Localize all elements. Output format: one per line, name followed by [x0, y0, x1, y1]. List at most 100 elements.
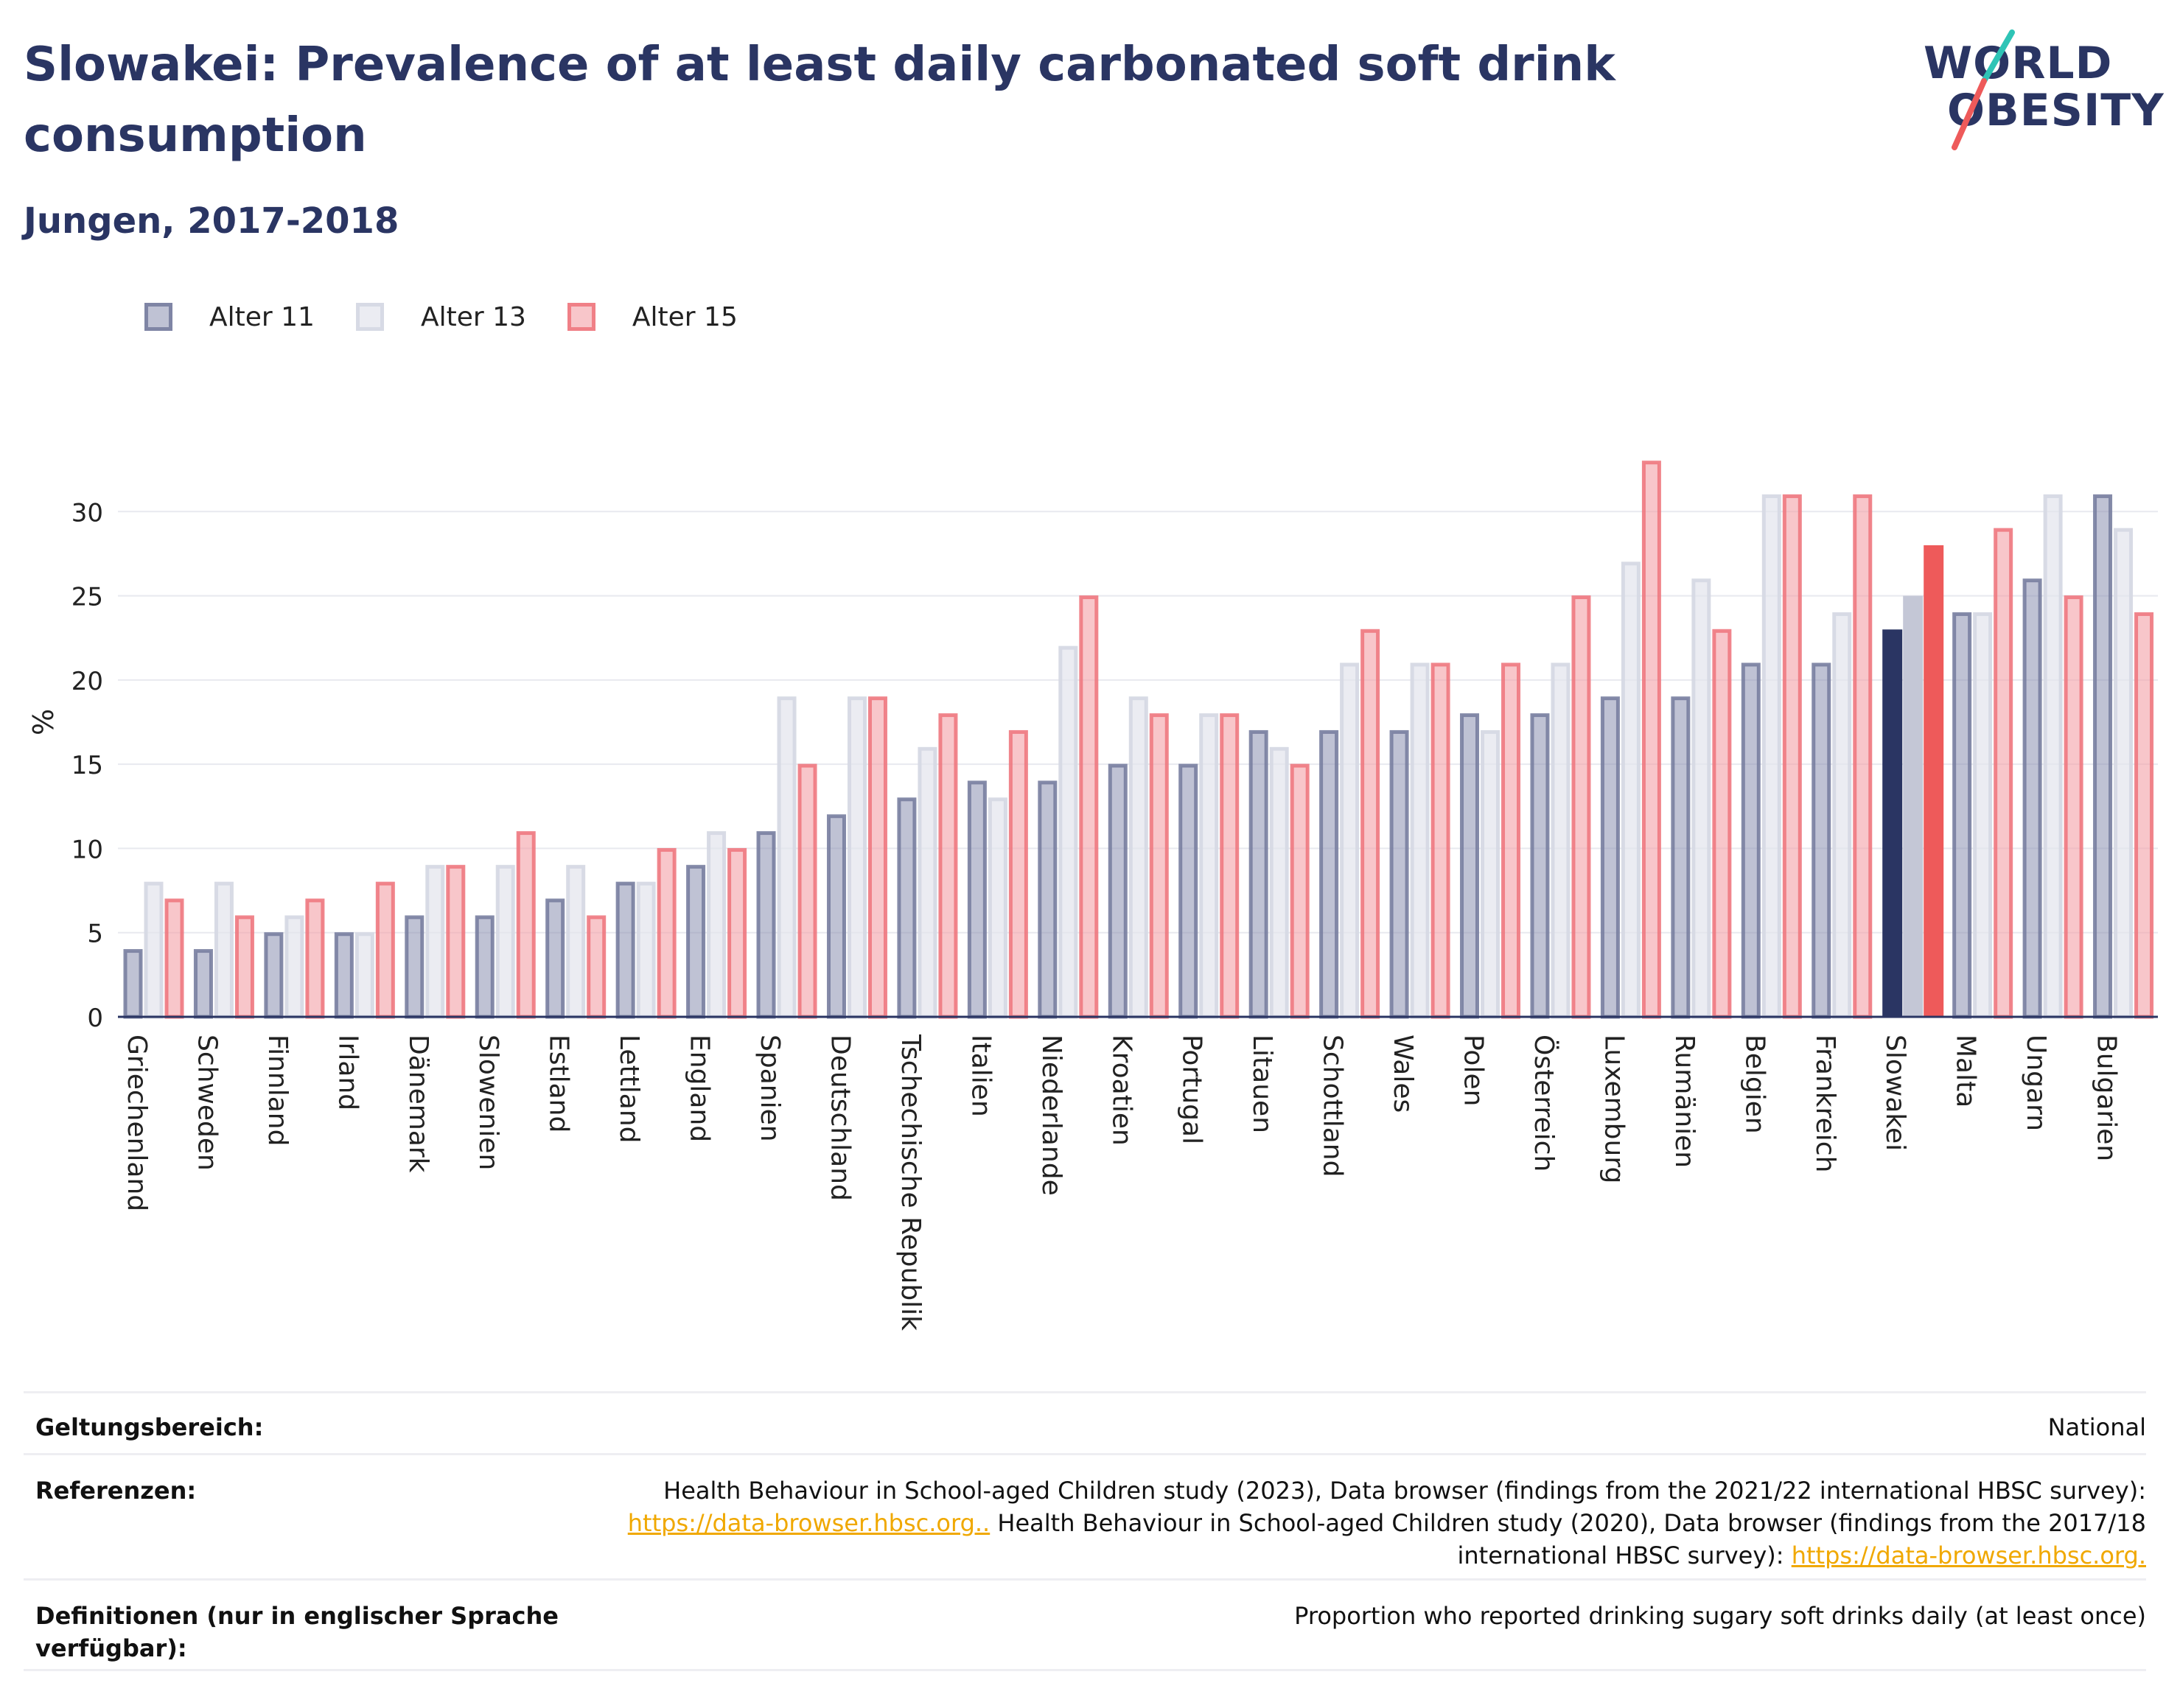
scope-label: Geltungsbereich:: [35, 1413, 264, 1441]
x-tick-label: Belgien: [1739, 1035, 1769, 1134]
x-tick-label: Litauen: [1247, 1035, 1277, 1133]
y-axis-label: %: [27, 709, 60, 735]
logo-word-world: WORLD: [1924, 38, 2113, 89]
x-tick-label: Schottland: [1318, 1035, 1348, 1177]
bar: [1038, 780, 1058, 1019]
bar: [967, 780, 987, 1019]
legend-item-alter-15[interactable]: Alter 15: [567, 302, 738, 332]
bar: [516, 831, 536, 1019]
x-tick-label: Lettland: [614, 1035, 644, 1144]
chart-legend: Alter 11 Alter 13 Alter 15: [144, 295, 779, 339]
bar: [264, 932, 284, 1019]
x-tick-label: Rumänien: [1669, 1035, 1699, 1168]
bar: [2022, 578, 2042, 1019]
reference-text-2: Health Behaviour in School-aged Children…: [990, 1509, 2146, 1537]
definitions-label-line-2: verfügbar):: [35, 1634, 187, 1662]
bar: [164, 898, 184, 1019]
x-tick-label: Portugal: [1177, 1035, 1207, 1144]
reference-link-2[interactable]: https://data-browser.hbsc.org.: [1791, 1541, 2146, 1569]
legend-item-alter-13[interactable]: Alter 13: [355, 302, 526, 332]
bar: [1290, 763, 1310, 1019]
bar: [615, 881, 635, 1019]
bar: [2134, 612, 2154, 1019]
bar: [1220, 713, 1240, 1019]
x-tick-label: Ungarn: [2021, 1035, 2051, 1131]
reference-line-2: https://data-browser.hbsc.org.. Health B…: [525, 1507, 2146, 1539]
meta-row-definitions: Definitionen (nur in englischer Sprache …: [24, 1578, 2146, 1671]
logo-slash-icon: [1952, 29, 2015, 150]
y-tick-label: 5: [87, 920, 103, 949]
x-tick-label: Finnland: [262, 1035, 293, 1146]
bar: [1079, 595, 1099, 1019]
x-tick-label: Slowenien: [473, 1035, 503, 1170]
x-tick-label: Kroatien: [1106, 1035, 1136, 1146]
bar: [1430, 662, 1450, 1019]
bar: [1178, 763, 1198, 1019]
scope-value: National: [2047, 1413, 2146, 1441]
x-tick-label: Österreich: [1529, 1035, 1559, 1172]
bar: [1460, 713, 1480, 1019]
reference-link-1[interactable]: https://data-browser.hbsc.org..: [627, 1509, 991, 1537]
legend-item-alter-11[interactable]: Alter 11: [144, 302, 315, 332]
bar: [1712, 629, 1732, 1019]
x-tick-label: Tschechische Republik: [895, 1034, 926, 1331]
bar: [797, 763, 817, 1019]
bar: [1782, 494, 1802, 1019]
legend-swatch-alter-15: [567, 303, 595, 331]
bar: [918, 746, 937, 1019]
bar: [1248, 729, 1268, 1019]
bar: [144, 881, 164, 1019]
bar: [686, 864, 706, 1019]
y-tick-label: 25: [71, 583, 103, 612]
bar: [193, 949, 213, 1019]
bar: [405, 915, 425, 1019]
metadata-table: Geltungsbereich: National Referenzen: He…: [24, 1391, 2146, 1701]
bar-slowakei-0: [1882, 629, 1903, 1017]
bar: [1501, 662, 1521, 1019]
x-tick-label: Slowakei: [1880, 1035, 1910, 1151]
bar: [1812, 662, 1831, 1019]
chart-title: Slowakei: Prevalence of at least daily c…: [24, 38, 1615, 163]
bar: [234, 915, 254, 1019]
bar: [657, 847, 677, 1019]
bar: [1389, 729, 1409, 1019]
bar: [2093, 494, 2113, 1019]
bar: [938, 713, 958, 1019]
bar: [566, 864, 586, 1019]
x-tick-label: Luxemburg: [1599, 1035, 1629, 1183]
references-label: Referenzen:: [35, 1477, 197, 1505]
x-tick-label: England: [685, 1035, 715, 1142]
bar: [1571, 595, 1591, 1019]
x-tick-label: Malta: [1951, 1035, 1981, 1107]
bar: [1319, 729, 1339, 1019]
bar: [1340, 662, 1360, 1019]
bar: [1973, 612, 1993, 1019]
x-tick-label: Schweden: [192, 1035, 222, 1171]
bar: [1671, 696, 1691, 1019]
bar: [123, 949, 143, 1019]
x-tick-label: Dänemark: [403, 1035, 433, 1173]
bar: [334, 932, 354, 1019]
bar-slowakei-1: [1903, 595, 1924, 1017]
bar: [988, 797, 1007, 1019]
x-tick-label: Italien: [965, 1035, 996, 1117]
bar: [425, 864, 445, 1019]
bar: [1853, 494, 1873, 1019]
y-tick-label: 30: [71, 498, 103, 528]
legend-swatch-alter-11: [144, 303, 172, 331]
y-tick-label: 10: [71, 835, 103, 864]
world-obesity-logo[interactable]: WORLD OBESITY: [1924, 29, 2167, 155]
bar: [1741, 662, 1761, 1019]
bar: [446, 864, 466, 1019]
legend-swatch-alter-13: [355, 303, 384, 331]
x-tick-label: Griechenland: [122, 1035, 152, 1211]
bar: [1551, 662, 1571, 1019]
bar: [2114, 528, 2134, 1019]
x-tick-label: Bulgarien: [2092, 1035, 2122, 1161]
x-tick-label: Estland: [544, 1035, 574, 1133]
x-tick-label: Spanien: [755, 1035, 785, 1142]
x-tick-label: Polen: [1458, 1035, 1489, 1106]
bar: [1691, 578, 1711, 1019]
bar: [375, 881, 395, 1019]
reference-text-3: international HBSC survey):: [1457, 1541, 1792, 1569]
